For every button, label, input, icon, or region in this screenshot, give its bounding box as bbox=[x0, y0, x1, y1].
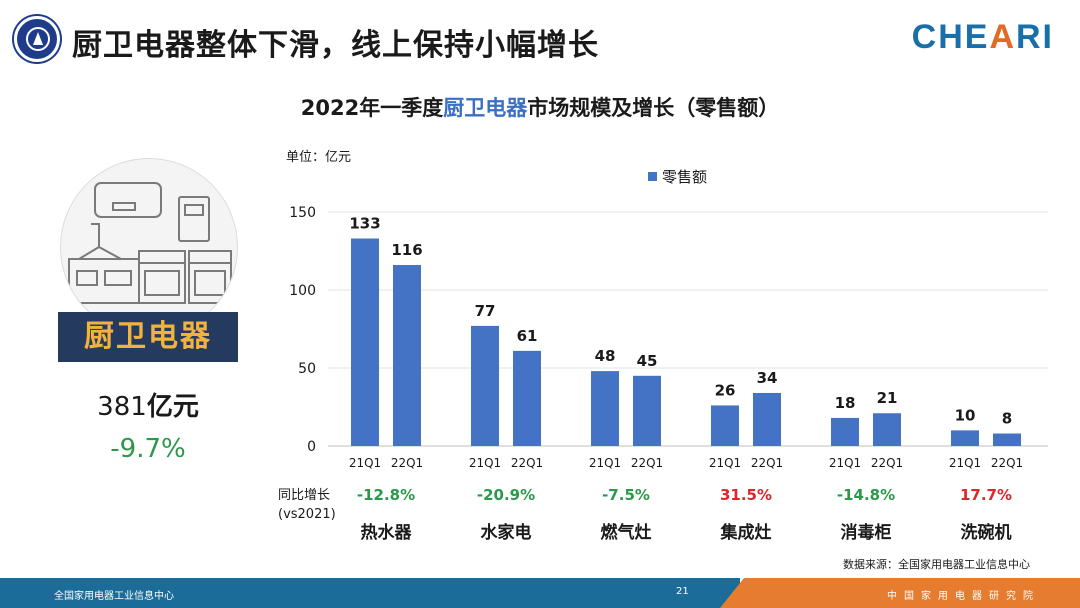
x-tick-label: 22Q1 bbox=[511, 456, 543, 470]
x-tick-label: 22Q1 bbox=[391, 456, 423, 470]
yoy-row-label: 同比增长 (vs2021) bbox=[278, 486, 336, 524]
bar bbox=[633, 375, 661, 446]
brand-part: RI bbox=[1016, 18, 1054, 56]
total-number: 381 bbox=[97, 392, 147, 422]
x-tick-label: 21Q1 bbox=[949, 456, 981, 470]
data-label: 116 bbox=[391, 241, 422, 259]
category-name: 集成灶 bbox=[720, 523, 772, 543]
data-label: 45 bbox=[637, 352, 658, 370]
bar bbox=[513, 350, 541, 446]
logo-emblem-icon bbox=[26, 27, 50, 51]
footer-left-text: 全国家用电器工业信息中心 bbox=[54, 591, 174, 602]
x-tick-label: 22Q1 bbox=[991, 456, 1023, 470]
total-unit: 亿元 bbox=[146, 392, 199, 422]
y-tick-label: 100 bbox=[289, 283, 316, 299]
chart-unit-label: 单位：亿元 bbox=[286, 150, 352, 165]
bar bbox=[753, 392, 781, 446]
yoy-value: -20.9% bbox=[476, 486, 536, 504]
data-label: 48 bbox=[595, 347, 616, 365]
footer-right-text: 中国家用电器研究院 bbox=[887, 591, 1040, 602]
bar bbox=[951, 430, 979, 446]
category-name: 热水器 bbox=[360, 523, 412, 543]
yoy-value: 31.5% bbox=[719, 486, 773, 504]
category-name: 洗碗机 bbox=[960, 523, 1012, 543]
chart-title: 2022年一季度厨卫电器市场规模及增长（零售额） bbox=[0, 92, 1080, 122]
appliance-illustration bbox=[60, 158, 238, 336]
data-label: 21 bbox=[877, 389, 898, 407]
data-label: 133 bbox=[349, 215, 380, 233]
chart-title-highlight: 厨卫电器 bbox=[443, 96, 528, 120]
total-market-size: 381亿元 bbox=[58, 386, 238, 423]
yoy-value: 17.7% bbox=[959, 486, 1013, 504]
legend-label: 零售额 bbox=[662, 168, 708, 186]
x-tick-label: 21Q1 bbox=[709, 456, 741, 470]
data-label: 8 bbox=[1002, 410, 1012, 428]
bar bbox=[351, 238, 379, 446]
category-name: 水家电 bbox=[480, 523, 532, 543]
bar bbox=[831, 417, 859, 446]
data-label: 10 bbox=[955, 406, 976, 424]
bar bbox=[591, 371, 619, 446]
chart-title-suffix: 市场规模及增长（零售额） bbox=[527, 96, 780, 120]
institute-logo bbox=[14, 16, 60, 62]
brand-part: CHE bbox=[911, 18, 990, 56]
category-name: 燃气灶 bbox=[600, 523, 652, 543]
yoy-value: -7.5% bbox=[602, 486, 650, 504]
bar bbox=[711, 405, 739, 446]
brand-logo: CHEARI bbox=[912, 18, 1054, 57]
total-growth: -9.7% bbox=[110, 434, 186, 464]
page-number: 21 bbox=[676, 586, 689, 597]
x-tick-label: 22Q1 bbox=[751, 456, 783, 470]
appliances-icon bbox=[68, 182, 232, 304]
x-tick-label: 22Q1 bbox=[631, 456, 663, 470]
footer-band-left bbox=[0, 578, 740, 608]
data-source: 数据来源：全国家用电器工业信息中心 bbox=[843, 558, 1030, 571]
footer-bar: 全国家用电器工业信息中心 21 中国家用电器研究院 bbox=[0, 578, 1080, 608]
bar bbox=[471, 325, 499, 446]
yoy-value: -14.8% bbox=[836, 486, 896, 504]
data-label: 34 bbox=[757, 369, 778, 387]
x-tick-label: 22Q1 bbox=[871, 456, 903, 470]
data-label: 77 bbox=[475, 302, 496, 320]
chart-legend: 零售额 bbox=[648, 166, 707, 187]
yoy-value: -12.8% bbox=[356, 486, 416, 504]
yoy-label-line2: (vs2021) bbox=[278, 507, 336, 522]
x-tick-label: 21Q1 bbox=[469, 456, 501, 470]
category-label: 厨卫电器 bbox=[58, 312, 238, 362]
data-label: 61 bbox=[517, 327, 538, 345]
brand-accent: A bbox=[989, 18, 1016, 56]
y-tick-label: 50 bbox=[298, 361, 316, 377]
chart-title-prefix: 2022年一季度 bbox=[300, 96, 444, 120]
footer-band-right bbox=[720, 578, 1080, 608]
data-label: 26 bbox=[715, 381, 736, 399]
x-tick-label: 21Q1 bbox=[829, 456, 861, 470]
y-tick-label: 0 bbox=[307, 439, 316, 455]
x-tick-label: 21Q1 bbox=[589, 456, 621, 470]
y-tick-label: 150 bbox=[289, 205, 316, 221]
legend-swatch bbox=[648, 172, 657, 181]
bar bbox=[993, 433, 1021, 446]
bar bbox=[873, 413, 901, 446]
category-name: 消毒柜 bbox=[840, 523, 892, 543]
bar bbox=[393, 265, 421, 446]
page-title: 厨卫电器整体下滑，线上保持小幅增长 bbox=[72, 28, 599, 63]
x-tick-label: 21Q1 bbox=[349, 456, 381, 470]
yoy-label-line1: 同比增长 bbox=[278, 488, 331, 503]
data-label: 18 bbox=[835, 394, 856, 412]
